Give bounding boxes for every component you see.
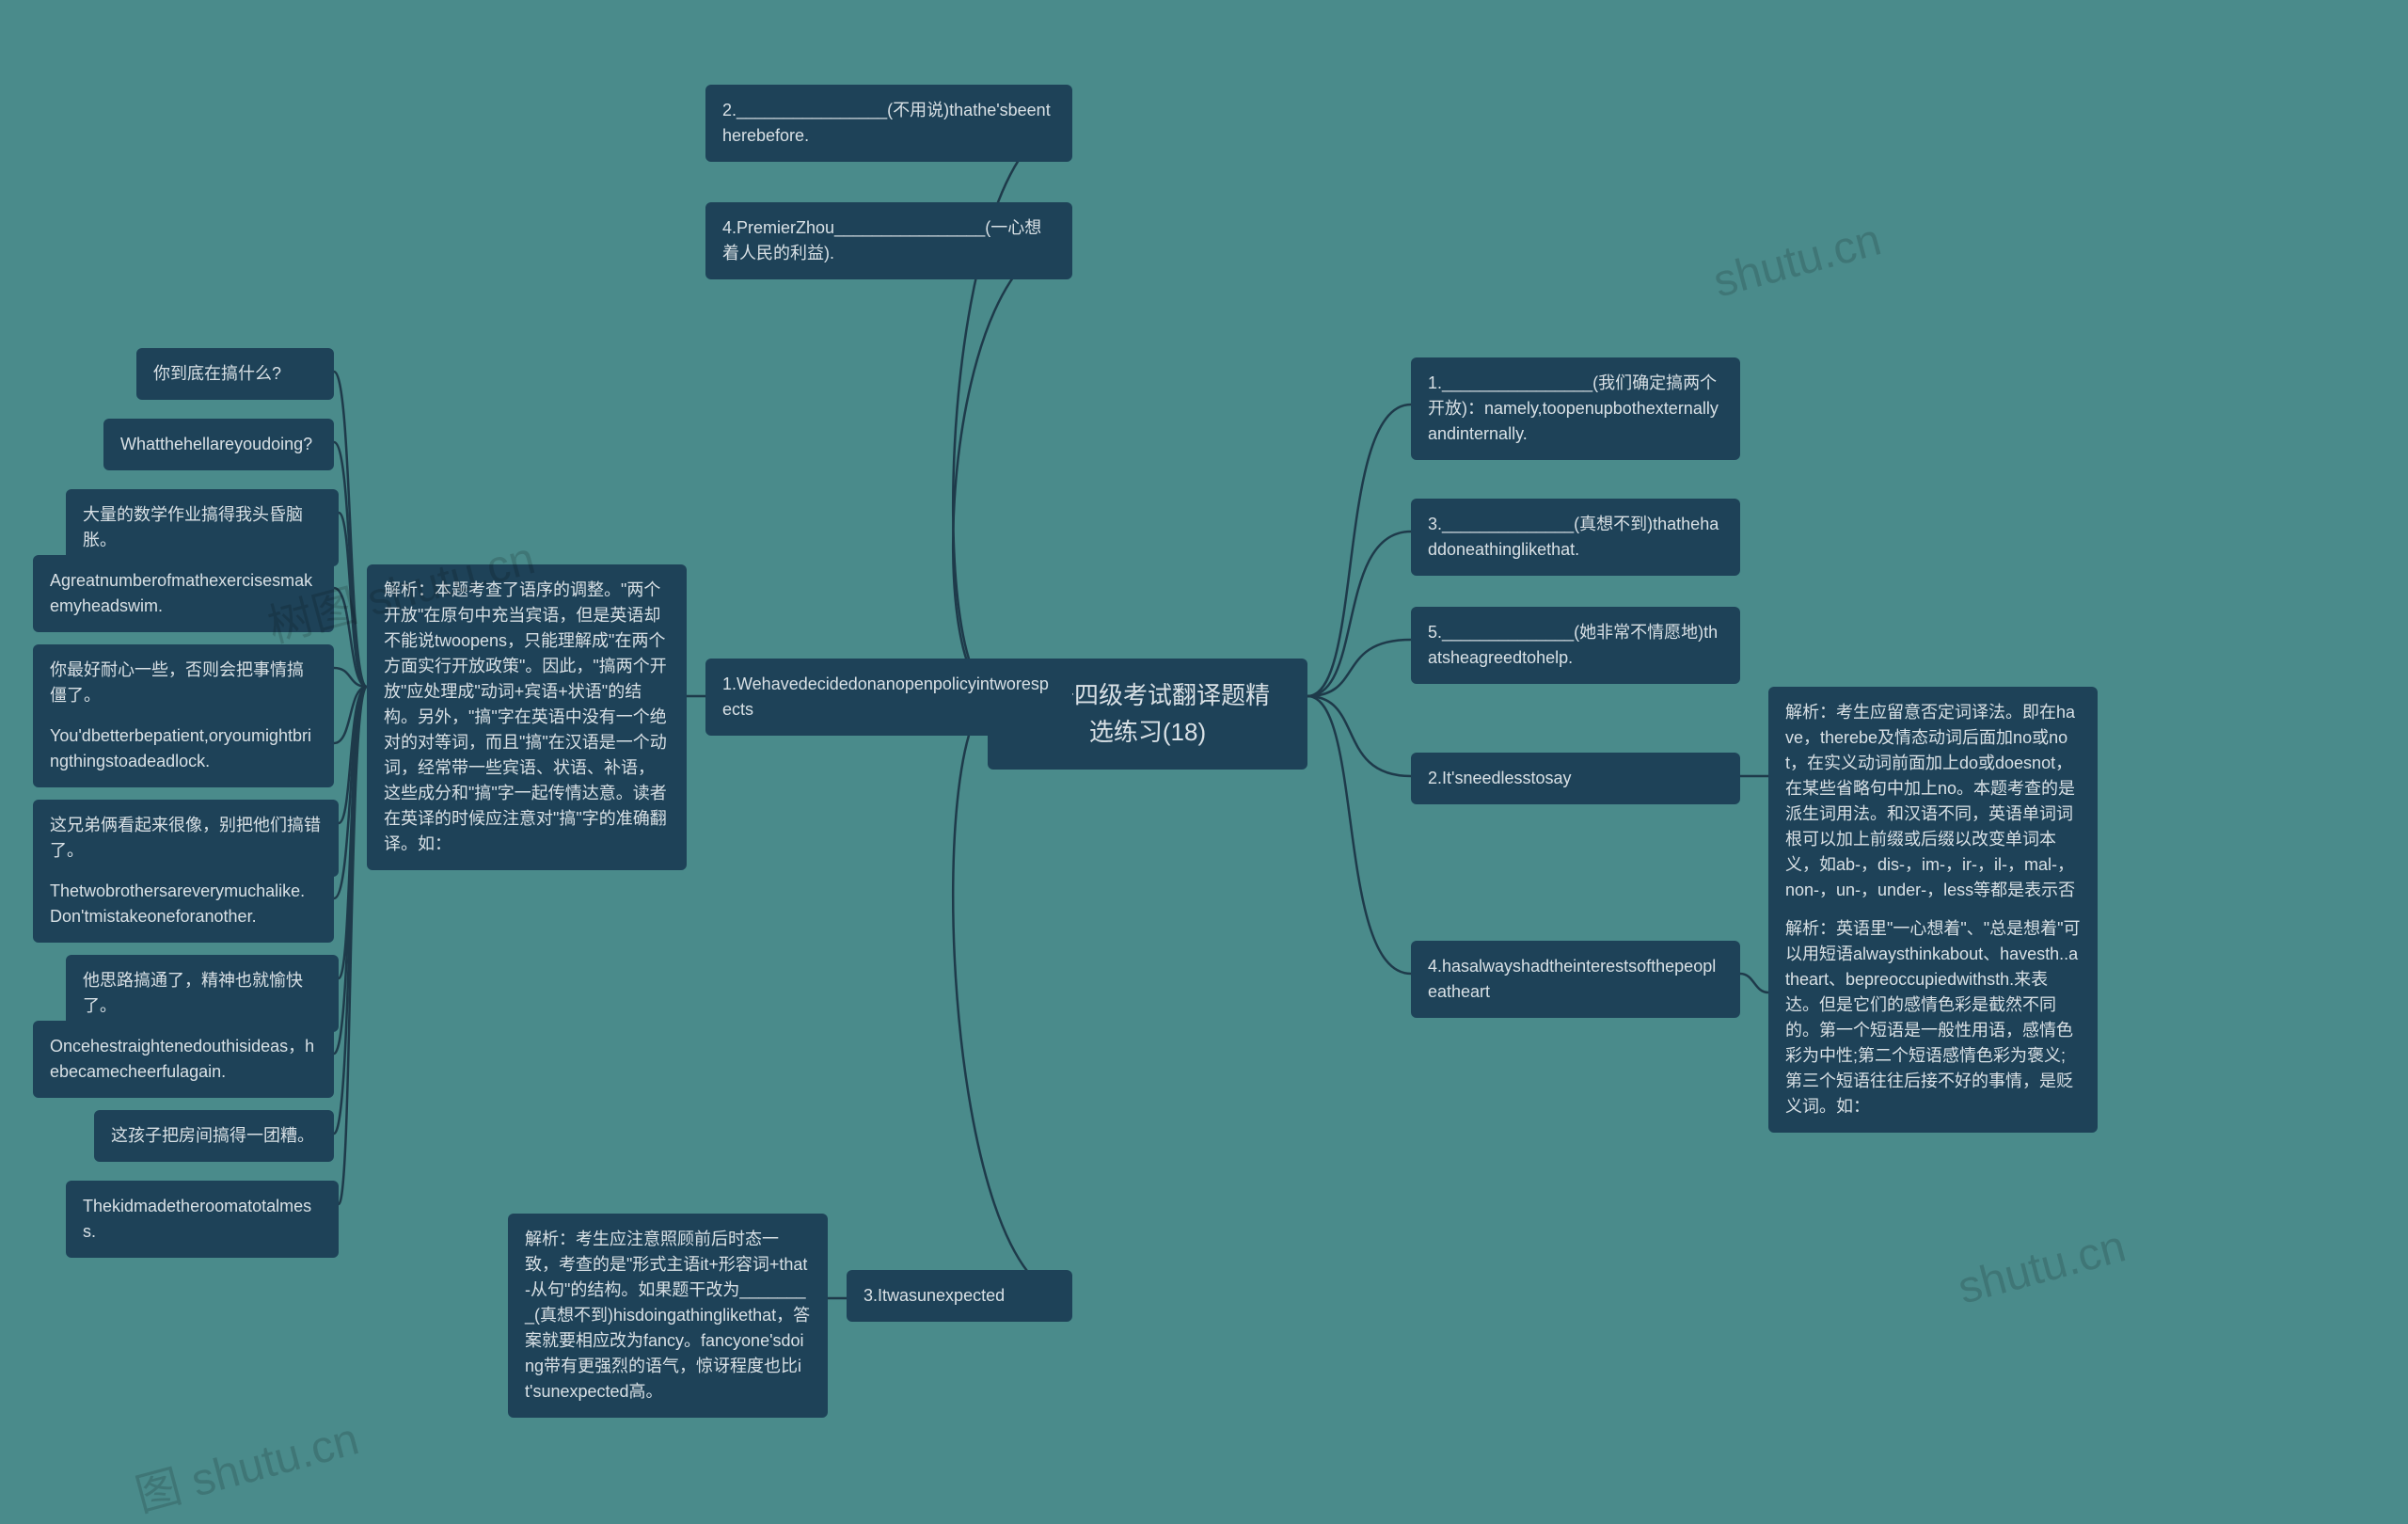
r4a-label: 解析：考生应留意否定词译法。即在have，therebe及情态动词后面加no或n… — [1785, 703, 2075, 925]
lm1-label: 1.Wehavedecidedonanopenpolicyintworespec… — [722, 675, 1049, 719]
r5a-label: 解析：英语里"一心想着"、"总是想着"可以用短语alwaysthinkabout… — [1785, 919, 2081, 1116]
r2[interactable]: 3.______________(真想不到)thathehaddoneathin… — [1411, 499, 1740, 576]
ex12[interactable]: Thekidmadetheroomatotalmess. — [66, 1181, 339, 1258]
ex1[interactable]: 你到底在搞什么? — [136, 348, 334, 400]
ex11-label: 这孩子把房间搞得一团糟。 — [111, 1126, 314, 1145]
lu2-label: 4.PremierZhou________________(一心想着人民的利益)… — [722, 218, 1041, 262]
ex1-label: 你到底在搞什么? — [153, 364, 281, 383]
ll1[interactable]: 3.Itwasunexpected — [847, 1270, 1072, 1322]
ex6-label: You'dbetterbepatient,oryoumightbringthin… — [50, 726, 311, 770]
ex4-label: Agreatnumberofmathexercisesmakemyheadswi… — [50, 571, 312, 615]
r2-label: 3.______________(真想不到)thathehaddoneathin… — [1428, 515, 1719, 559]
lu2[interactable]: 4.PremierZhou________________(一心想着人民的利益)… — [705, 202, 1072, 279]
ex4[interactable]: Agreatnumberofmathexercisesmakemyheadswi… — [33, 555, 334, 632]
lu1-label: 2.________________(不用说)thathe'sbeenthere… — [722, 101, 1051, 145]
watermark-2: shutu.cn — [1953, 1220, 2131, 1314]
ex8-label: Thetwobrothersareverymuchalike.Don'tmist… — [50, 881, 305, 926]
ex2[interactable]: Whatthehellareyoudoing? — [103, 419, 334, 470]
r5a[interactable]: 解析：英语里"一心想着"、"总是想着"可以用短语alwaysthinkabout… — [1768, 903, 2098, 1133]
ex2-label: Whatthehellareyoudoing? — [120, 435, 312, 453]
ex10-label: Oncehestraightenedouthisideas，hebecamech… — [50, 1037, 314, 1081]
r5-label: 4.hasalwayshadtheinterestsofthepeopleath… — [1428, 957, 1716, 1001]
r4-label: 2.It'sneedlesstosay — [1428, 769, 1572, 787]
ex3-label: 大量的数学作业搞得我头昏脑胀。 — [83, 505, 303, 549]
ex8[interactable]: Thetwobrothersareverymuchalike.Don'tmist… — [33, 865, 334, 943]
ll1a[interactable]: 解析：考生应注意照顾前后时态一致，考查的是"形式主语it+形容词+that-从句… — [508, 1214, 828, 1418]
r3-label: 5.______________(她非常不情愿地)thatsheagreedto… — [1428, 623, 1718, 667]
ex7-label: 这兄弟俩看起来很像，别把他们搞错了。 — [50, 816, 321, 860]
ex5-label: 你最好耐心一些，否则会把事情搞僵了。 — [50, 660, 304, 705]
lm1a-label: 解析：本题考查了语序的调整。"两个开放"在原句中充当宾语，但是英语却不能说two… — [384, 580, 667, 853]
r4[interactable]: 2.It'sneedlesstosay — [1411, 753, 1740, 804]
ex11[interactable]: 这孩子把房间搞得一团糟。 — [94, 1110, 334, 1162]
r5[interactable]: 4.hasalwayshadtheinterestsofthepeopleath… — [1411, 941, 1740, 1018]
ex10[interactable]: Oncehestraightenedouthisideas，hebecamech… — [33, 1021, 334, 1098]
watermark-1: shutu.cn — [1708, 214, 1887, 308]
ll1a-label: 解析：考生应注意照顾前后时态一致，考查的是"形式主语it+形容词+that-从句… — [525, 1230, 810, 1401]
ex9-label: 他思路搞通了，精神也就愉快了。 — [83, 971, 303, 1015]
lm1a[interactable]: 解析：本题考查了语序的调整。"两个开放"在原句中充当宾语，但是英语却不能说two… — [367, 564, 687, 870]
r3[interactable]: 5.______________(她非常不情愿地)thatsheagreedto… — [1411, 607, 1740, 684]
ll1-label: 3.Itwasunexpected — [863, 1286, 1005, 1305]
r1[interactable]: 1.________________(我们确定搞两个开放)：namely,too… — [1411, 357, 1740, 460]
ex12-label: Thekidmadetheroomatotalmess. — [83, 1197, 311, 1241]
lm1[interactable]: 1.Wehavedecidedonanopenpolicyintworespec… — [705, 659, 1072, 736]
r1-label: 1.________________(我们确定搞两个开放)：namely,too… — [1428, 373, 1719, 443]
lu1[interactable]: 2.________________(不用说)thathe'sbeenthere… — [705, 85, 1072, 162]
watermark-3: 图 shutu.cn — [127, 1402, 365, 1524]
ex6[interactable]: You'dbetterbepatient,oryoumightbringthin… — [33, 710, 334, 787]
